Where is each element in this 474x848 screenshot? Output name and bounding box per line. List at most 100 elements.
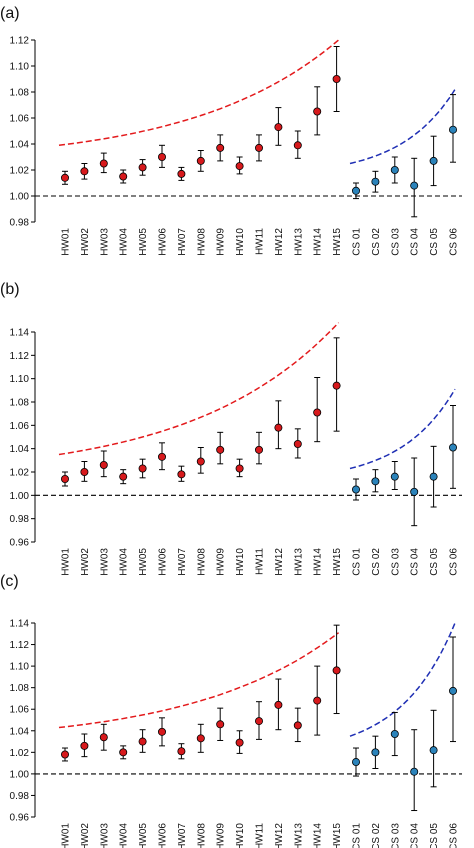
data-point-hw04: [119, 472, 128, 481]
x-tick-label: HW04: [119, 548, 130, 576]
y-tick-label: 1.02: [10, 166, 30, 177]
x-tick-label: HW11: [255, 548, 266, 575]
y-tick-label: 1.12: [10, 640, 30, 651]
y-tick-label: 1.08: [10, 398, 30, 409]
x-tick-label: CS 05: [429, 823, 440, 848]
x-tick-label: CS 03: [390, 228, 401, 256]
x-tick-label: HW11: [255, 823, 266, 848]
hw-bound-curve: [58, 322, 340, 456]
data-point-hw07: [177, 169, 186, 178]
x-tick-label: HW02: [80, 228, 91, 256]
x-tick-label: HW15: [332, 823, 343, 848]
data-point-hw03: [99, 733, 108, 742]
x-tick-label: CS 01: [352, 228, 363, 256]
data-point-cs06: [448, 125, 457, 134]
y-tick-label: 1.10: [10, 62, 30, 73]
x-tick-label: CS 03: [390, 548, 401, 576]
y-tick-label: 0.98: [10, 218, 30, 229]
data-point-hw03: [99, 460, 108, 469]
panel-label: (c): [0, 573, 19, 590]
x-tick-label: CS 06: [449, 228, 460, 256]
x-tick-label: HW08: [196, 823, 207, 848]
data-point-cs05: [429, 156, 438, 165]
data-point-hw12: [274, 423, 283, 432]
data-point-hw13: [293, 141, 302, 150]
x-tick-label: HW07: [177, 548, 188, 576]
y-tick-label: 1.14: [10, 619, 30, 630]
x-tick-label: HW07: [177, 228, 188, 256]
cs-bound-curve: [349, 388, 456, 470]
hw-bound-curve: [58, 39, 340, 147]
data-point-hw12: [274, 700, 283, 709]
y-tick-label: 1.08: [10, 88, 30, 99]
y-tick-label: 1.00: [10, 491, 30, 502]
data-point-cs02: [371, 177, 380, 186]
y-tick-label: 1.02: [10, 468, 30, 479]
y-tick-label: 1.04: [10, 140, 30, 151]
x-tick-label: HW07: [177, 823, 188, 848]
x-tick-label: HW04: [119, 823, 130, 848]
x-tick-label: HW09: [216, 228, 227, 256]
x-tick-label: CS 01: [352, 823, 363, 848]
y-tick-label: 1.02: [10, 748, 30, 759]
data-point-hw12: [274, 123, 283, 132]
x-tick-label: HW15: [332, 548, 343, 576]
x-tick-label: HW12: [274, 228, 285, 256]
x-tick-label: HW02: [80, 548, 91, 576]
data-point-hw06: [157, 452, 166, 461]
y-tick-label: 0.96: [10, 538, 30, 549]
data-point-hw06: [157, 152, 166, 161]
data-point-cs02: [371, 748, 380, 757]
y-tick-label: 1.12: [10, 351, 30, 362]
data-point-hw08: [196, 156, 205, 165]
y-tick-label: 1.04: [10, 444, 30, 455]
data-point-hw07: [177, 747, 186, 756]
data-point-cs01: [351, 758, 360, 767]
hw-bound-curve: [58, 632, 340, 729]
data-point-hw15: [332, 381, 341, 390]
x-tick-label: CS 06: [449, 823, 460, 848]
x-tick-label: HW10: [235, 823, 246, 848]
data-point-hw09: [216, 143, 225, 152]
data-point-cs03: [390, 472, 399, 481]
y-tick-label: 1.04: [10, 726, 30, 737]
panel-label: (b): [0, 281, 20, 298]
x-tick-label: CS 05: [429, 228, 440, 256]
y-tick-label: 1.10: [10, 374, 30, 385]
x-tick-label: HW14: [313, 548, 324, 576]
chart-panel-a: (a) 0.98 1.00 1.02 1.04 1.06 1.08 1.10 1.12 HW01 H…: [0, 5, 462, 256]
x-tick-label: HW03: [99, 228, 110, 256]
y-tick-label: 1.00: [10, 192, 30, 203]
data-point-hw11: [254, 717, 263, 726]
x-tick-label: HW13: [293, 228, 304, 256]
x-tick-label: HW08: [196, 548, 207, 576]
x-tick-label: HW06: [158, 548, 169, 576]
data-point-cs06: [448, 443, 457, 452]
x-tick-label: CS 02: [371, 823, 382, 848]
x-tick-label: CS 01: [352, 548, 363, 576]
data-point-hw01: [61, 474, 70, 483]
y-tick-label: 1.00: [10, 769, 30, 780]
x-tick-label: HW05: [138, 823, 149, 848]
x-tick-label: HW14: [313, 228, 324, 256]
x-tick-label: HW01: [61, 228, 72, 256]
data-point-hw05: [138, 464, 147, 473]
cs-bound-curve: [349, 88, 456, 165]
x-tick-label: CS 03: [390, 823, 401, 848]
x-tick-label: CS 06: [449, 548, 460, 576]
y-tick-label: 1.06: [10, 421, 30, 432]
x-tick-label: HW12: [274, 548, 285, 576]
x-tick-label: HW10: [235, 228, 246, 256]
x-tick-label: HW02: [80, 823, 91, 848]
data-point-cs04: [410, 487, 419, 496]
data-point-hw09: [216, 720, 225, 729]
data-point-hw14: [313, 408, 322, 417]
x-tick-label: HW10: [235, 548, 246, 576]
data-point-hw01: [61, 750, 70, 759]
x-tick-label: HW11: [255, 228, 266, 255]
x-tick-label: CS 05: [429, 548, 440, 576]
data-point-hw06: [157, 727, 166, 736]
data-point-hw10: [235, 464, 244, 473]
data-point-cs06: [448, 686, 457, 695]
data-point-cs02: [371, 477, 380, 486]
